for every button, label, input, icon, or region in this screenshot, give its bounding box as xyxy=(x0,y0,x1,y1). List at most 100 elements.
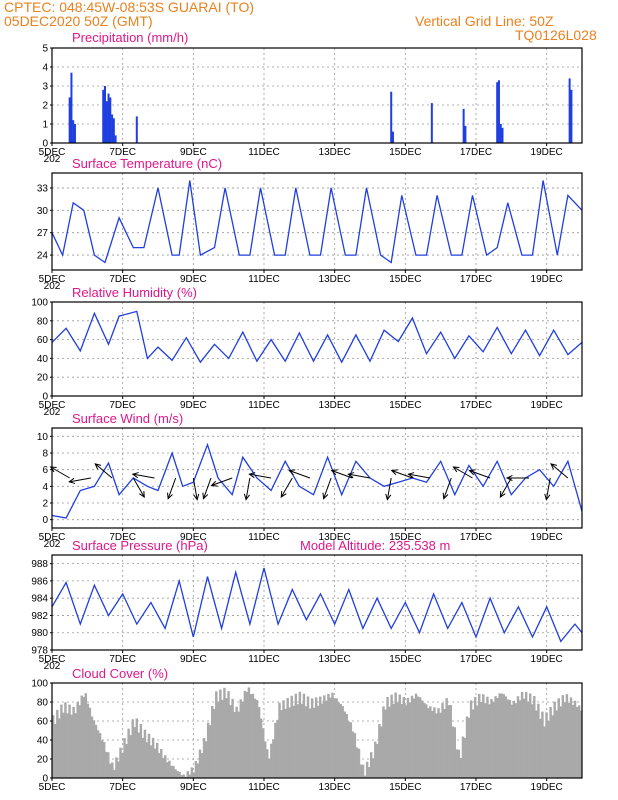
x-tick-label: 11DEC xyxy=(248,532,280,543)
precip-bar xyxy=(499,124,502,143)
x-tick-label: 13DEC xyxy=(319,147,351,158)
cloud-bar xyxy=(253,698,257,778)
cloud-bar xyxy=(563,702,567,778)
x-tick-label: 5DEC xyxy=(39,782,66,793)
cloud-bar xyxy=(96,730,100,778)
cloud-bar xyxy=(235,706,238,778)
x-tick-label: 19DEC xyxy=(531,782,563,793)
cloud-bar xyxy=(345,714,348,778)
wind-vector xyxy=(322,477,332,500)
cloud-bar xyxy=(524,691,528,778)
cloud-bar xyxy=(394,692,397,778)
precip-bar xyxy=(72,120,75,143)
cloud-bar xyxy=(247,687,251,778)
cloud-bar xyxy=(323,695,326,778)
header-code: TQ0126L028 xyxy=(515,27,597,43)
cloud-bar xyxy=(76,702,79,778)
y-tick-label: 0 xyxy=(42,392,48,403)
cloud-bar xyxy=(531,704,534,778)
cloud-bar xyxy=(427,708,430,778)
cloud-bar xyxy=(239,699,242,778)
cloud-bar xyxy=(374,741,377,778)
wind-vector xyxy=(468,469,491,479)
panel-2: 0 20 40 60 80 100 5DEC 7DEC 9DEC 11DEC 13DEC 15DEC 1… xyxy=(31,285,583,418)
cloud-bar xyxy=(274,722,277,778)
cloud-bar xyxy=(575,707,579,778)
cloud-bar xyxy=(92,720,96,778)
y-tick-label: 40 xyxy=(37,354,49,365)
cloud-bar xyxy=(102,742,106,778)
panel-frame xyxy=(51,47,583,144)
cloud-bar xyxy=(314,697,318,778)
cloud-bar xyxy=(302,693,306,778)
wind-vector xyxy=(131,472,155,479)
cloud-bar xyxy=(386,696,389,778)
cloud-bar xyxy=(296,704,300,778)
cloud-bar xyxy=(276,719,279,778)
cloud-bar xyxy=(62,712,65,778)
precip-bar xyxy=(501,127,504,143)
cloud-bar xyxy=(78,705,81,778)
panel-3: 0 2 4 6 8 10 5DEC 7DEC 9DEC 11DEC 13DEC 15DEC 17DEC 1… xyxy=(37,411,583,550)
cloud-bar xyxy=(514,703,518,778)
y-tick-label: 986 xyxy=(31,576,48,587)
x-tick-label: 17DEC xyxy=(460,532,492,543)
cloud-bar xyxy=(339,703,342,778)
cloud-bar xyxy=(190,767,194,778)
cloud-bar xyxy=(196,763,200,778)
cloud-bar xyxy=(219,689,222,778)
panel-frame xyxy=(51,301,583,397)
cloud-bar xyxy=(80,695,83,778)
precip-bar xyxy=(109,97,112,143)
x-tick-label: 15DEC xyxy=(389,782,421,793)
y-tick-label: 10 xyxy=(37,432,49,443)
cloud-bar xyxy=(372,758,375,778)
x-tick-label: 5DEC xyxy=(39,654,66,665)
cloud-bar xyxy=(529,693,532,778)
cloud-bar xyxy=(522,698,526,778)
cloud-bar xyxy=(496,697,499,778)
cloud-bar xyxy=(545,712,548,778)
precip-bar xyxy=(111,114,114,143)
cloud-bar xyxy=(410,695,414,778)
x-tick-label: 7DEC xyxy=(109,782,136,793)
cloud-bar xyxy=(400,704,404,778)
x-tick-label: 11DEC xyxy=(248,782,280,793)
cloud-bar xyxy=(437,708,440,778)
cloud-bar xyxy=(149,745,153,778)
cloud-bar xyxy=(202,738,206,778)
x-tick-label: 15DEC xyxy=(389,654,421,665)
wind-vector xyxy=(248,472,272,479)
cloud-bar xyxy=(457,749,461,778)
cloud-bar xyxy=(259,718,263,778)
wind-vector xyxy=(210,477,233,487)
panel-title: Cloud Cover (%) xyxy=(72,666,168,681)
cloud-bar xyxy=(229,705,232,778)
y-tick-label: 0 xyxy=(42,515,48,526)
cloud-bar xyxy=(418,697,422,778)
wind-vector xyxy=(68,477,91,484)
cloud-bar xyxy=(241,701,245,778)
cloud-bar xyxy=(66,713,69,778)
precip-bar xyxy=(464,125,467,143)
header-date: 05DEC2020 50Z (GMT) xyxy=(4,13,153,29)
series-line-4 xyxy=(51,567,583,643)
cloud-bar xyxy=(537,703,540,778)
cloud-bar xyxy=(160,748,163,778)
cloud-bar xyxy=(559,706,563,778)
cloud-bar xyxy=(272,739,275,778)
x-tick-label: 9DEC xyxy=(180,532,207,543)
cloud-bar xyxy=(88,707,92,778)
cloud-bar xyxy=(198,749,202,778)
x-tick-label: 11DEC xyxy=(248,147,280,158)
cloud-bar xyxy=(298,691,302,778)
cloud-bar xyxy=(141,737,145,778)
wind-vector xyxy=(544,477,551,501)
cloud-bar xyxy=(433,707,436,778)
precip-bar xyxy=(102,89,105,143)
cloud-bar xyxy=(382,706,385,778)
cloud-bar xyxy=(498,693,501,778)
cloud-bar xyxy=(567,703,571,778)
series-line-3 xyxy=(51,442,583,519)
wind-vector xyxy=(505,474,529,482)
